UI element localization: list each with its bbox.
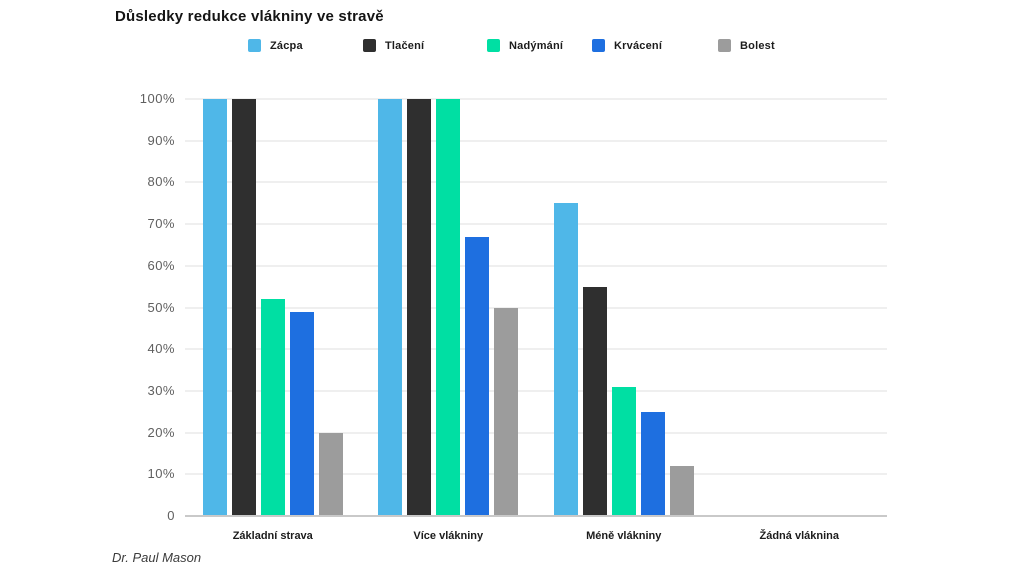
bar <box>231 99 256 516</box>
gridline <box>185 223 887 226</box>
bar-groups <box>185 99 887 516</box>
bar <box>640 411 665 516</box>
bar <box>289 311 314 516</box>
gridline <box>185 264 887 267</box>
gridline <box>185 181 887 184</box>
y-tick-label: 30% <box>147 382 175 398</box>
gridline <box>185 306 887 309</box>
y-tick-label: 40% <box>147 341 175 357</box>
legend-label: Bolest <box>740 39 775 52</box>
source-credit: Dr. Paul Mason <box>112 550 202 565</box>
gridline <box>185 348 887 351</box>
bar <box>553 203 578 516</box>
y-tick-label: 0 <box>167 508 175 523</box>
y-tick-label: 10% <box>147 466 175 482</box>
y-tick-label: 60% <box>147 257 175 273</box>
gridline <box>185 139 887 142</box>
x-tick-label: Více vlákniny <box>413 530 484 542</box>
gridline <box>185 389 887 392</box>
legend-item: Krvácení <box>592 39 662 52</box>
legend-item: Bolest <box>718 39 775 52</box>
chart-title: Důsledky redukce vlákniny ve stravě <box>115 8 384 25</box>
bar <box>582 286 607 516</box>
gridline <box>185 473 887 476</box>
bar <box>465 236 490 516</box>
bar <box>494 307 519 516</box>
x-tick-label: Základní strava <box>232 530 313 542</box>
plot-area <box>185 98 887 517</box>
legend-swatch <box>363 39 376 52</box>
bar-group <box>361 99 537 516</box>
bar <box>378 99 403 516</box>
y-tick-label: 80% <box>147 174 175 190</box>
legend-label: Krvácení <box>614 39 663 52</box>
legend-label: Nadýmání <box>509 39 564 52</box>
legend: Zácpa Tlačení Nadýmání Krvácení Bolest <box>0 39 1024 57</box>
bar <box>318 432 343 516</box>
y-tick-label: 70% <box>147 216 175 232</box>
legend-label: Zácpa <box>270 39 303 52</box>
x-tick-label: Méně vlákniny <box>586 530 662 542</box>
bar <box>611 386 636 516</box>
bar-group <box>185 99 361 516</box>
gridline <box>185 431 887 434</box>
x-axis-baseline <box>185 515 887 517</box>
legend-swatch <box>487 39 500 52</box>
bar <box>260 299 285 516</box>
bar <box>436 99 461 516</box>
gridline <box>185 98 887 100</box>
legend-swatch <box>592 39 605 52</box>
bar <box>669 465 694 516</box>
legend-item: Nadýmání <box>487 39 563 52</box>
legend-item: Tlačení <box>363 39 424 52</box>
y-tick-label: 50% <box>147 299 175 315</box>
bar-group <box>712 99 888 516</box>
bar <box>202 99 227 516</box>
legend-item: Zácpa <box>248 39 303 52</box>
x-tick-label: Žádná vláknina <box>759 530 839 542</box>
legend-swatch <box>718 39 731 52</box>
bar <box>407 99 432 516</box>
y-tick-label: 20% <box>147 424 175 440</box>
y-tick-label: 90% <box>147 132 175 148</box>
bar-group <box>536 99 712 516</box>
legend-swatch <box>248 39 261 52</box>
x-axis: Základní strava Více vlákniny Méně vláknin… <box>185 530 887 542</box>
legend-label: Tlačení <box>385 39 425 52</box>
y-tick-label: 100% <box>139 91 175 106</box>
